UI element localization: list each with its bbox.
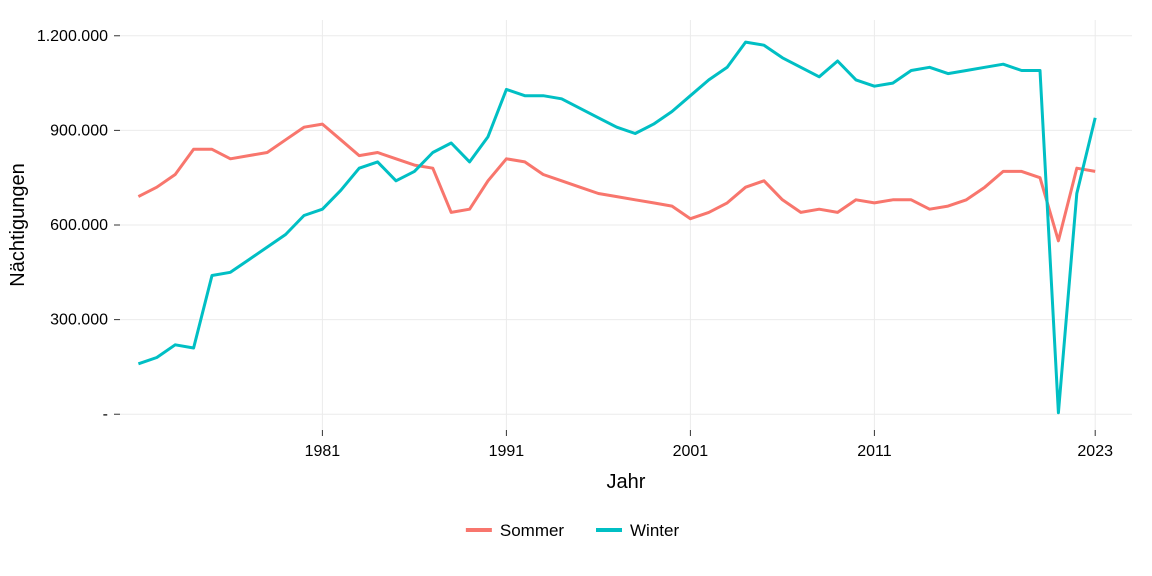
line-chart: 1981 1991 2001 2011 2023 - 300.000 600.000 900.0… [0,0,1152,576]
y-tick-label: - [103,406,108,423]
y-tick-label: 600.000 [50,217,108,234]
legend-label-winter: Winter [630,521,679,540]
y-axis-title: Nächtigungen [7,163,29,286]
y-tick-label: 300.000 [50,312,108,329]
x-tick-label: 1981 [305,443,341,460]
y-tick-label: 1.200.000 [37,28,108,45]
chart-svg: 1981 1991 2001 2011 2023 - 300.000 600.000 900.0… [0,0,1152,576]
x-tick-label: 2023 [1077,443,1113,460]
legend-label-sommer: Sommer [500,521,565,540]
x-tick-label: 1991 [489,443,525,460]
y-tick-label: 900.000 [50,122,108,139]
x-axis-title: Jahr [607,471,646,493]
x-tick-label: 2001 [673,443,709,460]
x-tick-label: 2011 [857,443,892,460]
